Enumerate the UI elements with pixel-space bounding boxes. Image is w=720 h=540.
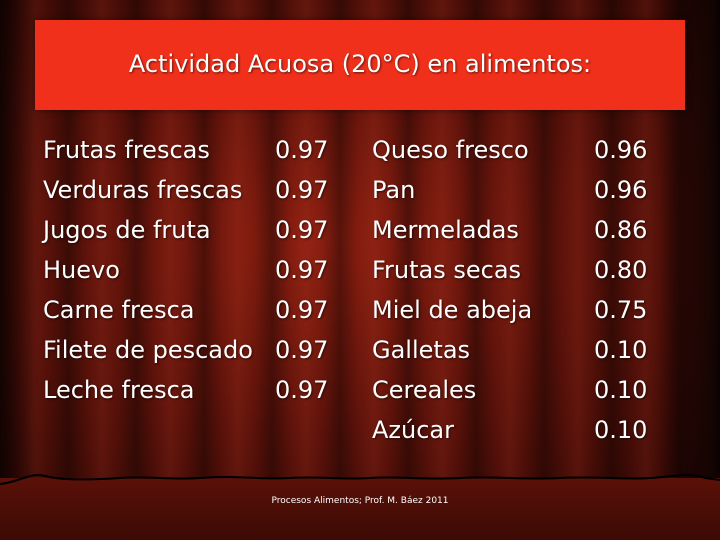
title-box bbox=[35, 20, 685, 110]
food-name: Pan bbox=[372, 176, 416, 204]
list-item: Azúcar 0.10 bbox=[372, 410, 662, 450]
food-value: 0.10 bbox=[594, 416, 648, 444]
stage-floor bbox=[0, 474, 720, 540]
food-name: Frutas secas bbox=[372, 256, 522, 284]
list-item: Filete de pescado 0.97 bbox=[43, 330, 343, 370]
footer-credit: Procesos Alimentos; Prof. M. Báez 2011 bbox=[271, 496, 449, 506]
food-name: Carne fresca bbox=[43, 296, 195, 324]
food-value: 0.97 bbox=[275, 136, 329, 164]
food-name: Verduras frescas bbox=[43, 176, 243, 204]
left-column: Frutas frescas 0.97 Verduras frescas 0.97 … bbox=[43, 130, 343, 410]
food-value: 0.10 bbox=[594, 376, 648, 404]
list-item: Carne fresca 0.97 bbox=[43, 290, 343, 330]
right-column: Queso fresco 0.96 Pan 0.96 Mermeladas 0.86 … bbox=[372, 130, 662, 450]
food-name: Leche fresca bbox=[43, 376, 195, 404]
food-value: 0.80 bbox=[594, 256, 648, 284]
list-item: Galletas 0.10 bbox=[372, 330, 662, 370]
food-value: 0.75 bbox=[594, 296, 648, 324]
curtain-hem-line bbox=[0, 474, 720, 485]
food-name: Filete de pescado bbox=[43, 336, 253, 364]
food-name: Galletas bbox=[372, 336, 471, 364]
food-value: 0.86 bbox=[594, 216, 648, 244]
list-item: Miel de abeja 0.75 bbox=[372, 290, 662, 330]
food-value: 0.97 bbox=[275, 296, 329, 324]
food-value: 0.97 bbox=[275, 336, 329, 364]
list-item: Cereales 0.10 bbox=[372, 370, 662, 410]
list-item: Frutas frescas 0.97 bbox=[43, 130, 343, 170]
food-value: 0.97 bbox=[275, 176, 329, 204]
list-item: Mermeladas 0.86 bbox=[372, 210, 662, 250]
list-item: Frutas secas 0.80 bbox=[372, 250, 662, 290]
list-item: Queso fresco 0.96 bbox=[372, 130, 662, 170]
food-name: Jugos de fruta bbox=[43, 216, 211, 244]
food-name: Mermeladas bbox=[372, 216, 519, 244]
food-name: Miel de abeja bbox=[372, 296, 533, 324]
list-item: Pan 0.96 bbox=[372, 170, 662, 210]
list-item: Leche fresca 0.97 bbox=[43, 370, 343, 410]
left-shadow bbox=[0, 0, 40, 540]
page-title: Actividad Acuosa (20°C) en alimentos: bbox=[128, 50, 592, 78]
food-name: Cereales bbox=[372, 376, 477, 404]
food-value: 0.97 bbox=[275, 256, 329, 284]
food-value: 0.96 bbox=[594, 176, 648, 204]
food-value: 0.97 bbox=[275, 376, 329, 404]
food-name: Azúcar bbox=[372, 416, 454, 444]
food-name: Queso fresco bbox=[372, 136, 529, 164]
food-name: Frutas frescas bbox=[43, 136, 210, 164]
list-item: Huevo 0.97 bbox=[43, 250, 343, 290]
food-value: 0.96 bbox=[594, 136, 648, 164]
list-item: Jugos de fruta 0.97 bbox=[43, 210, 343, 250]
food-name: Huevo bbox=[43, 256, 120, 284]
food-value: 0.97 bbox=[275, 216, 329, 244]
list-item: Verduras frescas 0.97 bbox=[43, 170, 343, 210]
food-value: 0.10 bbox=[594, 336, 648, 364]
